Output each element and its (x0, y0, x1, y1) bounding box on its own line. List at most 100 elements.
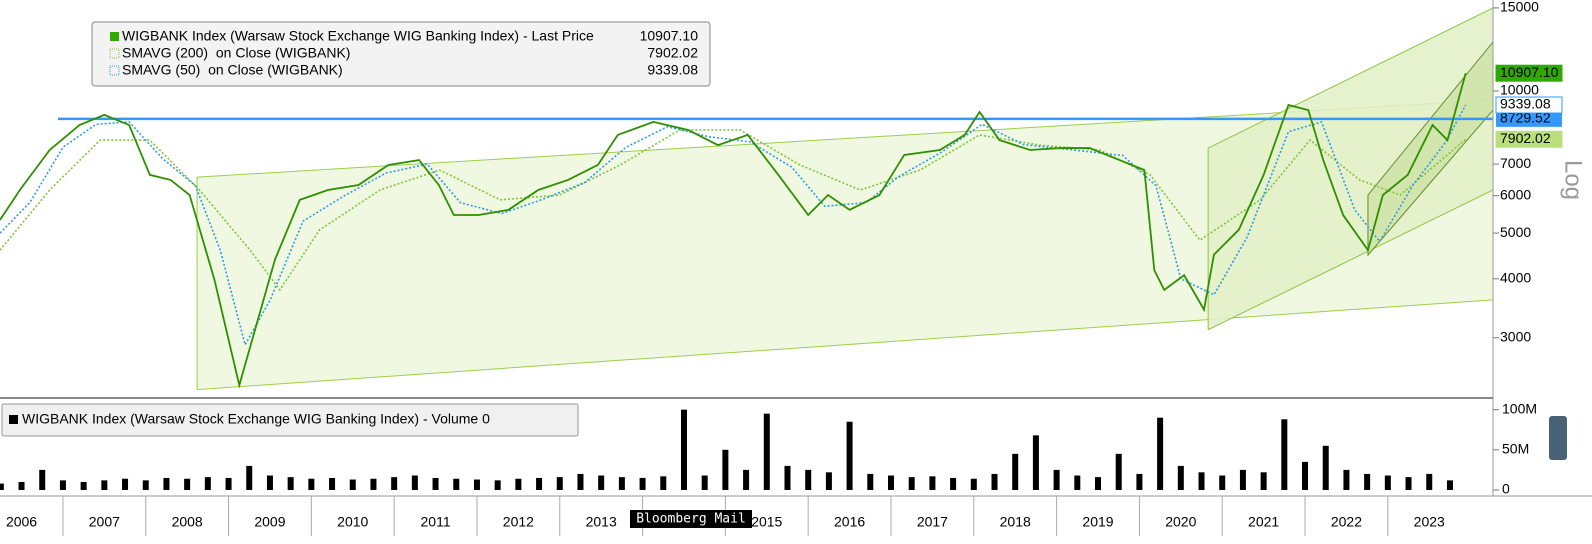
x-tick-label: 2015 (751, 514, 782, 530)
volume-bar (991, 473, 998, 490)
volume-bar (163, 477, 170, 490)
volume-bar (432, 477, 439, 490)
volume-legend-text: WIGBANK Index (Warsaw Stock Exchange WIG… (22, 411, 490, 427)
x-tick-label: 2009 (254, 514, 285, 530)
volume-panel (0, 409, 1453, 490)
value-tag-label: 9339.08 (1500, 96, 1551, 112)
volume-bar (266, 475, 273, 490)
volume-bar (825, 472, 832, 490)
volume-bar (1012, 453, 1019, 490)
y-tick-label: 7000 (1500, 155, 1531, 171)
volume-legend: WIGBANK Index (Warsaw Stock Exchange WIG… (1, 403, 579, 437)
volume-tick-label: 0 (1502, 481, 1510, 497)
volume-bar (349, 479, 356, 490)
trend-channel (196, 99, 1493, 391)
volume-bar (1053, 469, 1060, 490)
volume-bar (846, 421, 853, 490)
value-tag (1495, 96, 1563, 114)
volume-bar (763, 413, 770, 490)
scroll-handle[interactable] (1549, 416, 1567, 460)
volume-bar (142, 480, 149, 490)
volume-bar (1198, 472, 1205, 490)
volume-tick-label: 50M (1502, 441, 1529, 457)
x-tick-label: 2018 (1000, 514, 1031, 530)
value-tag-label: 7902.02 (1500, 130, 1551, 146)
axes: 3000 4000 5000 6000 7000 10000 15000 Log 8729.52… (1493, 0, 1587, 497)
legend-label: SMAVG (200) on Close (WIGBANK) (122, 45, 350, 61)
volume-bar (184, 478, 191, 490)
x-tick-label: 2006 (6, 514, 37, 530)
volume-bar (950, 477, 957, 490)
trend-channel (1207, 7, 1493, 331)
volume-bar (1322, 445, 1329, 490)
value-tag-label: 10907.10 (1500, 64, 1559, 80)
volume-bar (908, 477, 915, 490)
volume-bar (1177, 465, 1184, 490)
price-line (0, 72, 1467, 389)
volume-bar (494, 480, 501, 490)
y-tick-label: 6000 (1500, 186, 1531, 202)
legend-swatch (109, 48, 120, 59)
volume-bar (1260, 472, 1267, 490)
volume-bar (122, 478, 129, 490)
volume-bar (618, 477, 625, 490)
y-axis-label: Log (1560, 160, 1587, 200)
overlay-text: Bloomberg Mail (636, 512, 746, 527)
volume-legend-swatch (9, 415, 18, 424)
volume-bar (1426, 473, 1433, 490)
overlay-box (630, 510, 752, 528)
value-tag (1495, 130, 1563, 148)
volume-bar (453, 478, 460, 490)
legend-swatch (109, 65, 120, 76)
volume-bar (722, 449, 729, 490)
volume-bar (556, 477, 563, 490)
volume-bar (391, 477, 398, 490)
x-tick-label: 2013 (586, 514, 617, 530)
legend: WIGBANK Index (Warsaw Stock Exchange WIG… (91, 21, 711, 87)
overlay: Bloomberg Mail (630, 510, 752, 528)
volume-bar (929, 476, 936, 490)
volume-bar (1302, 461, 1309, 490)
x-tick-label: 2021 (1248, 514, 1279, 530)
volume-bar (287, 477, 294, 490)
volume-bar (1384, 475, 1391, 490)
legend-label: WIGBANK Index (Warsaw Stock Exchange WIG… (122, 28, 594, 44)
value-tag (1495, 64, 1563, 82)
volume-bar (1446, 480, 1453, 490)
volume-bar (1115, 453, 1122, 490)
y-tick-label: 15000 (1500, 0, 1539, 15)
x-tick-label: 2016 (834, 514, 865, 530)
volume-bar (1405, 477, 1412, 490)
x-tick-label: 2011 (421, 514, 451, 530)
x-tick-label: 2008 (172, 514, 203, 530)
volume-bar (701, 475, 708, 490)
volume-bar (660, 476, 667, 490)
volume-bar (805, 469, 812, 490)
volume-bar (784, 465, 791, 490)
legend-label: SMAVG (50) on Close (WIGBANK) (122, 62, 343, 78)
x-tick-label: 2019 (1082, 514, 1113, 530)
volume-bar (1136, 473, 1143, 490)
moving-average-line (0, 104, 1467, 347)
volume-bar (246, 465, 253, 490)
volume-bar (639, 477, 646, 490)
volume-bar (1074, 475, 1081, 490)
volume-legend-box (1, 403, 579, 437)
legend-swatch (110, 32, 119, 41)
volume-bar (1239, 469, 1246, 490)
volume-bar (39, 469, 46, 490)
y-tick-label: 4000 (1500, 270, 1531, 286)
legend-value: 9339.08 (647, 62, 698, 78)
volume-bar (80, 481, 87, 490)
volume-bar (225, 477, 232, 490)
x-tick-label: 2017 (917, 514, 948, 530)
legend-value: 7902.02 (647, 45, 698, 61)
x-tick-label: 2007 (89, 514, 120, 530)
x-tick-label: 2012 (503, 514, 534, 530)
volume-bar (329, 477, 336, 490)
volume-bar (970, 478, 977, 490)
volume-tick-label: 100M (1502, 400, 1537, 416)
x-tick-label: 2020 (1165, 514, 1196, 530)
value-tag-label: 8729.52 (1500, 110, 1551, 126)
